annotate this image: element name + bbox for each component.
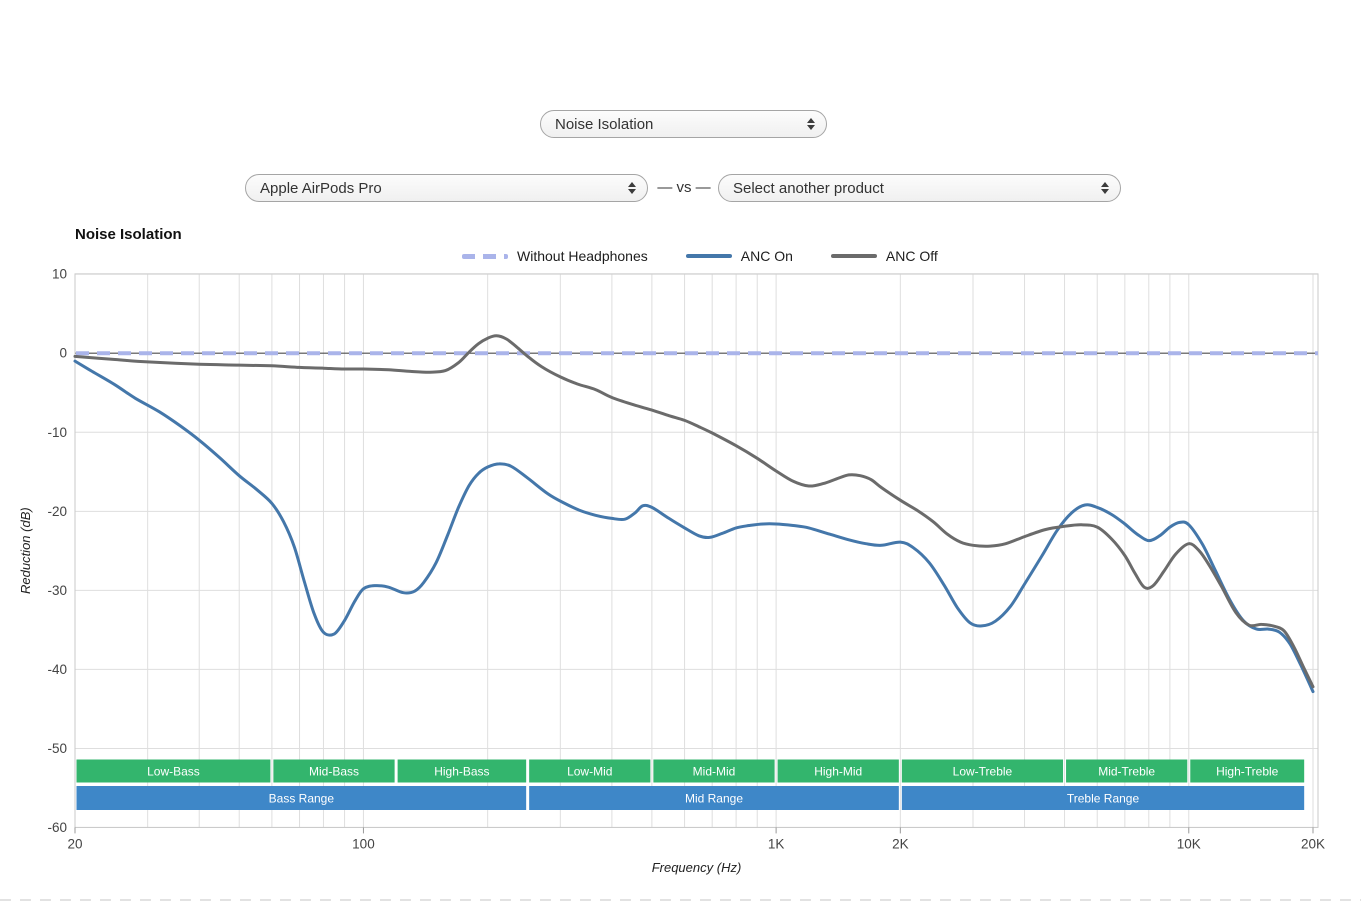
legend-item-anc-on: ANC On [685,248,793,264]
vs-label: — vs — [657,179,711,196]
band-mid-range [529,786,899,810]
band-label: Treble Range [1067,792,1140,806]
frequency-range-bands: Low-Bass Mid-Bass High-Bass Low-Mid Mid-Mid H… [76,759,1305,810]
x-tick-label-20K: 20K [1301,836,1325,851]
legend-item-without-headphones: Without Headphones [462,248,648,264]
band-high-treble [1190,759,1305,783]
grid [74,273,1318,829]
band-high-mid [777,759,899,783]
band-low-treble [901,759,1064,783]
band-low-mid [529,759,651,783]
band-label: Low-Bass [147,765,200,779]
metric-select-value: Noise Isolation [555,115,654,133]
anc-off-line [73,334,1315,689]
legend-item-anc-off: ANC Off [830,248,938,264]
legend-swatch-icon [685,254,732,258]
compare-select-value: Select another product [733,179,884,197]
x-tick-label-1K: 1K [768,836,785,851]
band-low-bass [76,759,271,783]
band-label: Mid Range [685,792,743,806]
band-label: Mid-Treble [1098,765,1155,779]
band-mid-bass [273,759,395,783]
product-select[interactable]: Apple AirPods Pro [245,174,648,202]
y-tick-label-0: 0 [59,346,67,361]
x-axis-title: Frequency (Hz) [652,860,742,875]
legend-label: ANC Off [885,248,938,264]
band-label: High-Treble [1216,765,1279,779]
band-mid-treble [1066,759,1188,783]
band-label: Mid-Bass [309,765,359,779]
legend-label: ANC On [740,248,793,264]
plot-border [74,273,1319,828]
legend-label: Without Headphones [517,248,648,264]
x-tick-label-100: 100 [352,836,375,851]
band-label: High-Bass [434,765,489,779]
x-tick-label-20: 20 [67,836,82,851]
product-select-value: Apple AirPods Pro [260,179,382,197]
chart-title: Noise Isolation [75,226,182,243]
select-caret-icon [1101,182,1109,194]
y-axis-title: Reduction (dB) [18,507,33,594]
y-tick-label--20: -20 [47,504,67,519]
select-caret-icon [628,182,636,194]
metric-select[interactable]: Noise Isolation [540,110,827,138]
chart-legend: Without Headphones ANC On ANC Off [462,248,938,264]
anc-on-line [73,359,1315,694]
band-label: High-Mid [814,765,862,779]
band-label: Low-Mid [567,765,612,779]
legend-swatch-icon [462,253,508,259]
band-label: Bass Range [269,792,335,806]
y-tick-label--40: -40 [47,662,67,677]
select-caret-icon [807,118,815,130]
band-treble-range [901,786,1305,810]
x-tick-label-10K: 10K [1177,836,1201,851]
y-tick-label--60: -60 [47,820,67,835]
band-mid-mid [653,759,775,783]
band-high-bass [397,759,527,783]
y-tick-label-10: 10 [52,267,67,282]
x-tick-label-2K: 2K [892,836,909,851]
band-bass-range [76,786,527,810]
y-tick-label--30: -30 [47,583,67,598]
legend-swatch-icon [830,254,877,258]
y-tick-label--50: -50 [47,741,67,756]
band-label: Mid-Mid [693,765,736,779]
band-label: Low-Treble [953,765,1013,779]
y-tick-label--10: -10 [47,425,67,440]
compare-select[interactable]: Select another product [718,174,1121,202]
